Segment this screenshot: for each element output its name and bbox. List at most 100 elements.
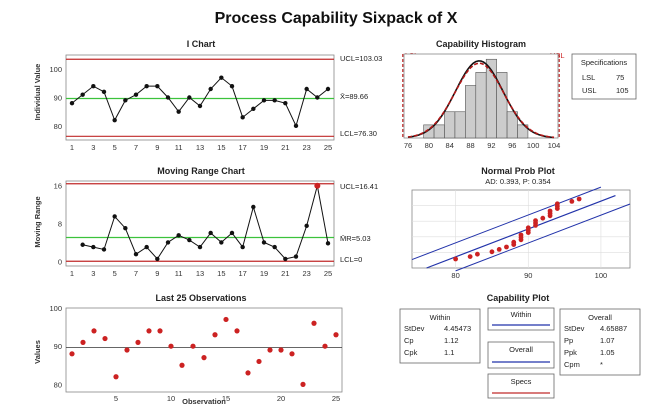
last25-point xyxy=(113,374,119,380)
mr-chart-point xyxy=(251,204,256,210)
last25-point xyxy=(135,339,141,345)
i-chart-ytick-label: 80 xyxy=(54,122,62,131)
overall-cpm-value: * xyxy=(600,360,603,369)
mr-chart-point xyxy=(123,226,128,231)
histogram-title: Capability Histogram xyxy=(436,39,526,49)
normal-plot-point xyxy=(467,254,473,259)
last25-ytick-label: 100 xyxy=(49,304,62,313)
normal-lower-band xyxy=(455,203,631,272)
normal-fit-line xyxy=(426,195,616,269)
last25-point xyxy=(311,320,317,326)
last25-point xyxy=(212,332,218,338)
mr-chart-point xyxy=(229,230,235,236)
normal-plot-title: Normal Prob Plot xyxy=(481,166,555,176)
mr-chart-xtick-label: 11 xyxy=(175,269,183,278)
last25-xtick-label: 15 xyxy=(222,394,230,403)
normal-plot-point xyxy=(511,239,517,245)
i-chart-xtick-label: 7 xyxy=(134,143,138,152)
overall-normal-curve xyxy=(407,62,555,139)
last25-ytick-label: 80 xyxy=(54,380,62,389)
normal-plot-point xyxy=(576,196,582,202)
mr-chart-xtick-label: 7 xyxy=(134,269,138,278)
within-stats-box xyxy=(399,308,481,364)
overall-heading: Overall xyxy=(588,313,612,322)
i-chart-xtick-label: 25 xyxy=(324,143,332,152)
overall-bar-label: Overall xyxy=(509,345,533,354)
mr-chart-point xyxy=(144,244,149,250)
i-chart-point xyxy=(123,98,128,103)
i-chart-point xyxy=(176,109,181,114)
i-chart-xtick-label: 17 xyxy=(238,143,246,152)
spec-lsl-label: LSL xyxy=(582,73,595,82)
overall-ppk-label: Ppk xyxy=(564,348,577,357)
specifications-box xyxy=(571,53,637,100)
i-chart-ylabel: Individual Value xyxy=(33,64,42,121)
normal-upper-band xyxy=(411,186,602,261)
mr-chart-point xyxy=(304,223,309,229)
last25-point xyxy=(201,355,207,361)
mr-chart-ytick-label: 16 xyxy=(54,182,62,191)
overall-stdev-label: StDev xyxy=(564,324,585,333)
i-chart-frame xyxy=(65,54,335,141)
mr-chart-point xyxy=(272,244,277,250)
mr-chart-point xyxy=(240,244,245,250)
i-chart-point xyxy=(155,83,160,89)
histogram-xtick-label: 84 xyxy=(446,141,454,150)
normal-plot-xtick-label: 90 xyxy=(524,271,532,280)
last25-xtick-label: 5 xyxy=(114,394,118,403)
within-cp-value: 1.12 xyxy=(444,336,459,345)
last25-title: Last 25 Observations xyxy=(155,293,246,303)
i-chart-xtick-label: 21 xyxy=(281,143,289,152)
i-chart-point xyxy=(315,95,320,100)
i-chart-point xyxy=(293,123,299,129)
normal-plot-point xyxy=(533,218,538,224)
overall-pp-value: 1.07 xyxy=(600,336,615,345)
within-heading: Within xyxy=(430,313,451,322)
last25-point xyxy=(322,343,328,349)
overall-ppk-value: 1.05 xyxy=(600,348,615,357)
last25-point xyxy=(157,328,163,334)
mr-chart-xtick-label: 21 xyxy=(281,269,289,278)
mr-chart-point xyxy=(293,254,299,259)
i-chart-xtick-label: 9 xyxy=(155,143,159,152)
spec-usl-value: 105 xyxy=(616,86,629,95)
within-bar-label: Within xyxy=(511,310,532,319)
normal-plot-point xyxy=(569,199,575,204)
i-chart-point xyxy=(272,98,277,103)
i-chart-point xyxy=(219,75,224,80)
i-chart-ytick-label: 100 xyxy=(49,65,62,74)
last25-point xyxy=(168,343,174,349)
mr-chart-ytick-label: 0 xyxy=(58,257,62,266)
last25-point xyxy=(102,335,108,342)
mr-chart-ucl-label: UCL=16.41 xyxy=(340,182,378,191)
histogram-xtick-label: 92 xyxy=(487,141,495,150)
last25-point xyxy=(91,328,97,334)
last25-xtick-label: 25 xyxy=(332,394,340,403)
last25-point xyxy=(267,347,273,353)
last25-point xyxy=(245,370,251,376)
mr-chart-xtick-label: 25 xyxy=(324,269,332,278)
normal-plot-xtick-label: 100 xyxy=(595,271,608,280)
i-chart-xtick-label: 23 xyxy=(302,143,310,152)
mr-chart-point xyxy=(91,244,96,250)
last25-point xyxy=(124,347,130,353)
last25-point xyxy=(80,339,86,345)
mr-chart-point xyxy=(155,256,160,262)
i-chart-title: I Chart xyxy=(187,39,216,49)
last25-point xyxy=(300,381,306,387)
i-chart-xtick-label: 1 xyxy=(70,143,74,152)
mr-chart-point xyxy=(325,241,331,246)
specifications-heading: Specifications xyxy=(581,58,628,67)
i-chart-ytick-label: 90 xyxy=(54,94,62,103)
mr-chart-point xyxy=(283,256,288,262)
mr-chart-point xyxy=(208,230,213,236)
mr-chart-center-label: M̄R=5.03 xyxy=(340,234,371,243)
mr-chart-point xyxy=(112,214,117,219)
mr-chart-ytick-label: 8 xyxy=(58,220,62,229)
last25-xtick-label: 10 xyxy=(167,394,175,403)
histogram-bar xyxy=(475,72,487,139)
histogram-xtick-label: 100 xyxy=(527,141,540,150)
within-stdev-value: 4.45473 xyxy=(444,324,471,333)
overall-bar-box xyxy=(487,341,555,369)
